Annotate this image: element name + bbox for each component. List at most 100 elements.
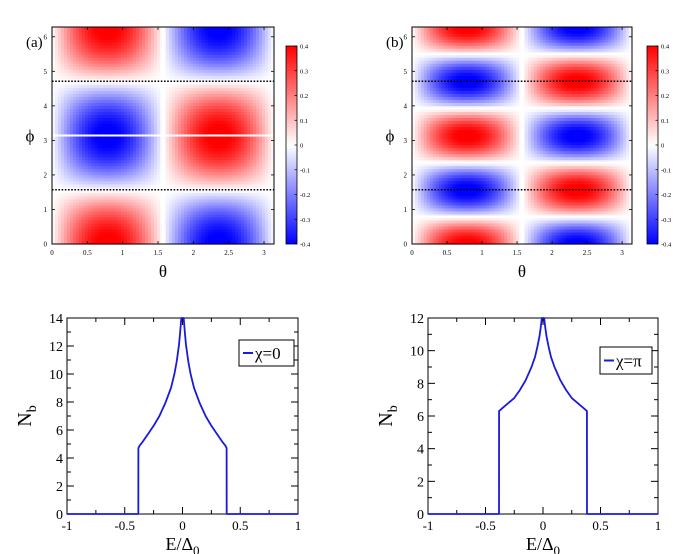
heatmap-cell	[148, 210, 152, 215]
heatmap-cell	[103, 81, 107, 85]
heatmap-cell	[190, 57, 194, 61]
heatmap-cell	[190, 177, 194, 182]
heatmap-cell	[88, 132, 92, 137]
heatmap-cell	[187, 90, 191, 94]
heatmap-cell	[229, 123, 233, 128]
heatmap-cell	[250, 48, 254, 52]
heatmap-cell	[124, 69, 128, 73]
heatmap-cell	[232, 105, 236, 109]
heatmap-cell	[67, 168, 71, 173]
heatmap-cell	[94, 33, 98, 37]
heatmap-cell	[121, 81, 125, 85]
heatmap-cell	[157, 183, 161, 188]
heatmap-cell	[199, 45, 203, 49]
heatmap-cell	[247, 60, 251, 64]
heatmap-cell	[250, 162, 254, 167]
heatmap-cell	[163, 216, 167, 221]
heatmap-cell	[85, 147, 89, 152]
heatmap-cell	[76, 69, 80, 73]
heatmap-cell	[112, 207, 116, 212]
heatmap-cell	[52, 192, 56, 197]
heatmap-cell	[94, 204, 98, 209]
heatmap-cell	[226, 240, 230, 245]
heatmap-cell	[97, 69, 101, 73]
heatmap-cell	[169, 66, 173, 70]
heatmap-cell	[94, 156, 98, 161]
heatmap-cell	[91, 162, 95, 167]
heatmap-cell	[124, 111, 128, 115]
heatmap-cell	[97, 96, 101, 100]
heatmap-cell	[115, 123, 119, 128]
heatmap-cell	[256, 108, 260, 112]
heatmap-cell	[109, 177, 113, 182]
heatmap-cell	[52, 108, 56, 112]
heatmap-cell	[229, 120, 233, 125]
heatmap-cell	[61, 237, 65, 242]
heatmap-cell	[109, 114, 113, 119]
heatmap-cell	[124, 66, 128, 70]
heatmap-cell	[61, 60, 65, 64]
heatmap-cell	[85, 174, 89, 179]
heatmap-cell	[199, 96, 203, 100]
heatmap-cell	[70, 42, 74, 46]
heatmap-cell	[226, 36, 230, 40]
heatmap-cell	[256, 84, 260, 88]
heatmap-cell	[166, 72, 170, 76]
heatmap-cell	[91, 48, 95, 52]
heatmap-cell	[82, 225, 86, 230]
heatmap-cell	[154, 75, 158, 79]
heatmap-cell	[127, 162, 131, 167]
heatmap-cell	[127, 177, 131, 182]
heatmap-cell	[229, 75, 233, 79]
heatmap-cell	[214, 186, 218, 191]
heatmap-cell	[214, 138, 218, 143]
heatmap-cell	[100, 36, 104, 40]
heatmap-cell	[136, 93, 140, 97]
heatmap-cell	[205, 51, 209, 55]
heatmap-cell	[232, 30, 236, 34]
heatmap-cell	[238, 216, 242, 221]
heatmap-cell	[106, 54, 110, 58]
heatmap-cell	[241, 177, 245, 182]
heatmap-cell	[139, 228, 143, 233]
heatmap-cell	[145, 75, 149, 79]
heatmap-cell	[136, 171, 140, 176]
heatmap-cell	[94, 129, 98, 134]
heatmap-cell	[139, 57, 143, 61]
heatmap-cell	[184, 138, 188, 143]
heatmap-cell	[181, 114, 185, 119]
heatmap-cell	[94, 42, 98, 46]
heatmap-cell	[163, 96, 167, 100]
heatmap-cell	[226, 165, 230, 170]
heatmap-cell	[154, 51, 158, 55]
heatmap-cell	[109, 45, 113, 49]
heatmap-cell	[238, 168, 242, 173]
heatmap-cell	[79, 87, 83, 91]
heatmap-cell	[205, 147, 209, 152]
heatmap-cell	[190, 225, 194, 230]
heatmap-cell	[91, 132, 95, 137]
heatmap-cell	[238, 90, 242, 94]
heatmap-cell	[127, 90, 131, 94]
heatmap-cell	[79, 129, 83, 134]
heatmap-cell	[193, 186, 197, 191]
heatmap-cell	[196, 33, 200, 37]
heatmap-cell	[55, 216, 59, 221]
heatmap-cell	[238, 102, 242, 106]
heatmap-cell	[73, 198, 77, 203]
heatmap-cell	[220, 234, 224, 239]
heatmap-cell	[229, 141, 233, 146]
heatmap-cell	[247, 180, 251, 185]
heatmap-cell	[67, 102, 71, 106]
heatmap-cell	[61, 108, 65, 112]
heatmap-cell	[136, 129, 140, 134]
heatmap-cell	[208, 114, 212, 119]
heatmap-cell	[238, 27, 242, 31]
heatmap-cell	[67, 138, 71, 143]
heatmap-cell	[232, 201, 236, 206]
heatmap-cell	[91, 135, 95, 140]
heatmap-cell	[79, 39, 83, 43]
heatmap-cell	[100, 117, 104, 122]
heatmap-cell	[139, 54, 143, 58]
heatmap-cell	[205, 210, 209, 215]
